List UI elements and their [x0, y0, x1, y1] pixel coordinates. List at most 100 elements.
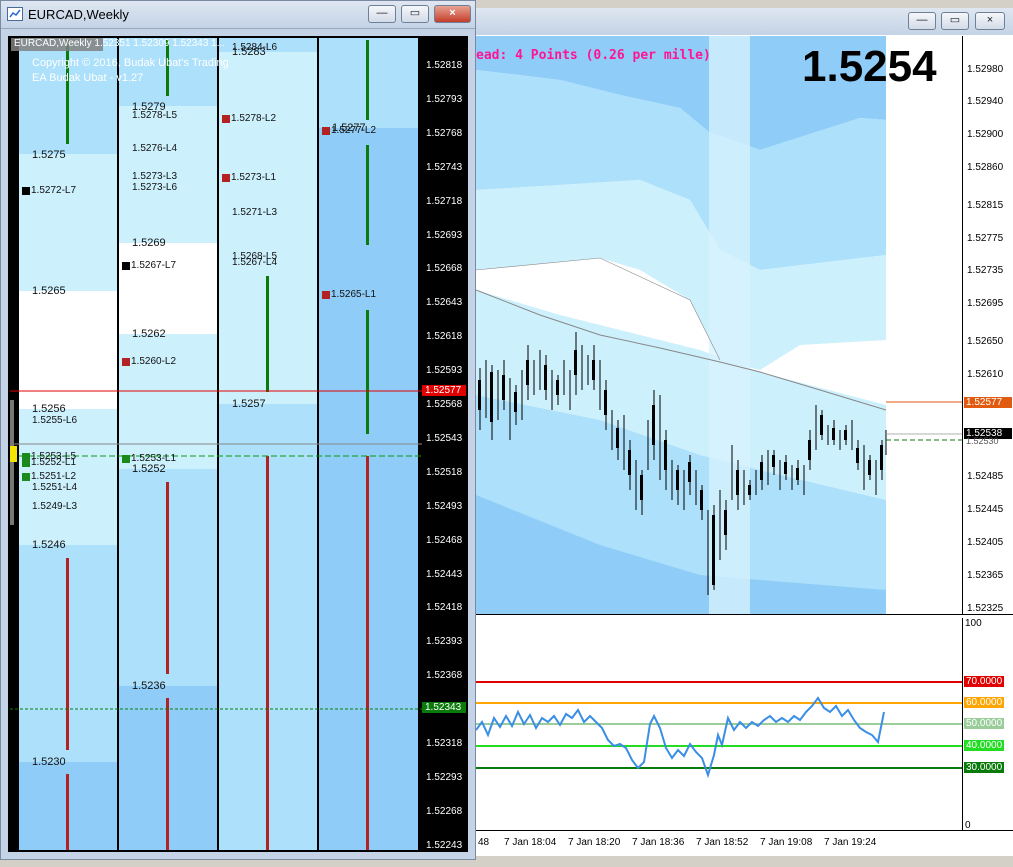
left-axis-tick-label: 1.52618	[426, 331, 463, 343]
order-level-label: 1.5253-L1	[131, 453, 177, 464]
rsi-axis-bottom: 0	[965, 820, 971, 831]
rsi-level-tag: 60.0000	[964, 697, 1004, 708]
price-level-label: 1.5256	[32, 403, 66, 415]
level-marker-square	[322, 291, 330, 299]
time-axis-label: 7 Jan 18:04	[504, 837, 557, 848]
level-marker-square	[22, 473, 30, 481]
chart-window-icon	[7, 7, 23, 21]
left-axis-tick-label: 1.52418	[426, 602, 463, 614]
status-bar	[412, 856, 1013, 867]
level-marker-square	[122, 358, 130, 366]
ea-name-text: EA Budak Ubat - v1.27	[32, 72, 144, 84]
level-marker-square	[122, 262, 130, 270]
left-axis-tick-label: 1.52468	[426, 534, 463, 546]
left-axis-tick-label: 1.52368	[426, 670, 463, 682]
left-axis-tick-label: 1.52443	[426, 568, 463, 580]
order-level-label: 1.5284-L6	[232, 42, 278, 53]
back-minimize-button[interactable]: —	[908, 12, 936, 30]
level-marker-square	[222, 174, 230, 182]
right-axis-tick-label: 1.52650	[967, 336, 1004, 347]
price-level-label: 1.5269	[132, 237, 166, 249]
right-axis-tick-label: 1.52900	[967, 129, 1004, 140]
time-axis-label: 7 Jan 19:24	[824, 837, 877, 848]
copyright-text: Copyright © 2016, Budak Ubat's Trading	[32, 57, 229, 69]
time-axis-label: 7 Jan 18:20	[568, 837, 621, 848]
main-price-chart[interactable]	[476, 36, 962, 614]
order-level-label: 1.5267-L4	[232, 257, 278, 268]
rsi-level-tag: 30.0000	[964, 762, 1004, 773]
left-axis-tick-label: 1.52318	[426, 738, 463, 749]
right-axis-tick-label: 1.52980	[967, 64, 1004, 75]
order-level-label: 1.5278-L5	[132, 110, 178, 121]
right-axis-tick-label: 1.52405	[967, 537, 1004, 548]
price-level-label: 1.5246	[32, 539, 66, 551]
left-axis-tick-label: 1.52493	[426, 500, 463, 512]
order-level-label: 1.5249-L3	[32, 501, 78, 512]
left-axis-tick-label: 1.52793	[426, 93, 463, 105]
maximize-button[interactable]: ▭	[401, 5, 429, 23]
price-level-label: 1.5257	[232, 398, 266, 410]
rsi-axis: 100 70.0000 60.0000 50.0000 40.0000 30.0000 …	[962, 618, 1013, 831]
rsi-level-tag: 40.0000	[964, 740, 1004, 751]
order-level-label: 1.5253-L5	[31, 451, 77, 462]
order-level-label: 1.5260-L2	[131, 356, 177, 367]
back-maximize-button[interactable]: ▭	[941, 12, 969, 30]
left-axis-tick-label: 1.52668	[426, 263, 463, 275]
order-level-label: 1.5277-L2	[331, 125, 377, 136]
levels-grid[interactable]	[0, 0, 470, 867]
order-level-label: 1.5251-L4	[32, 482, 78, 493]
price-level-label: 1.5236	[132, 680, 166, 692]
close-button[interactable]: ×	[434, 5, 471, 23]
order-level-label: 1.5276-L4	[132, 143, 178, 154]
axis-marker-black: 1.52538	[964, 428, 1012, 439]
time-axis-label: 7 Jan 18:36	[632, 837, 685, 848]
time-axis-label: 7 Jan 19:08	[760, 837, 813, 848]
left-price-axis: 1.52818 1.52793 1.52768 1.52743 1.52718 1.526…	[422, 38, 468, 851]
left-axis-tick-label: 1.52718	[426, 195, 463, 207]
axis-marker-orange: 1.52577	[964, 397, 1012, 408]
symbol-dropdown[interactable]	[11, 38, 103, 51]
left-axis-tick-label: 1.52693	[426, 229, 463, 241]
minimize-button[interactable]: —	[368, 5, 396, 23]
window-titlebar[interactable]: EURCAD,Weekly — ▭ ×	[1, 1, 475, 29]
right-axis-tick-label: 1.52445	[967, 504, 1004, 515]
right-axis-tick-label: 1.52815	[967, 200, 1004, 211]
left-axis-marker-red: 1.52577	[422, 385, 466, 396]
right-axis-tick-label: 1.52365	[967, 570, 1004, 581]
order-level-label: 1.5273-L3	[132, 171, 178, 182]
order-level-label: 1.5251-L2	[31, 471, 77, 482]
order-level-label: 1.5273-L6	[132, 182, 178, 193]
left-axis-tick-label: 1.52743	[426, 161, 463, 173]
order-level-label: 1.5255-L6	[32, 415, 78, 426]
left-axis-tick-label: 1.52768	[426, 127, 463, 139]
right-axis-tick-label: 1.52860	[967, 162, 1004, 173]
order-level-label: 1.5278-L2	[231, 113, 277, 124]
order-level-label: 1.5273-L1	[231, 172, 277, 183]
level-marker-square	[22, 453, 30, 461]
order-level-label: 1.5265-L1	[331, 289, 377, 300]
left-axis-tick-label: 1.52543	[426, 432, 463, 444]
left-axis-marker-green: 1.52343	[422, 702, 466, 713]
price-level-label: 1.5265	[32, 285, 66, 297]
time-axis-label: 48	[478, 837, 490, 848]
left-axis-tick-label: 1.52268	[426, 805, 463, 817]
level-marker-square	[22, 459, 30, 467]
time-axis-label: 7 Jan 18:52	[696, 837, 749, 848]
rsi-level-tag: 70.0000	[964, 676, 1004, 687]
spread-text: ead: 4 Points (0.26 per mille)	[476, 48, 711, 63]
price-level-label: 1.5277	[332, 122, 366, 134]
back-close-button[interactable]: ×	[975, 12, 1005, 30]
right-axis-tick-label: 1.52610	[967, 369, 1004, 380]
left-axis-tick-label: 1.52593	[426, 365, 463, 377]
price-level-label: 1.5283	[232, 46, 266, 58]
rsi-indicator-panel[interactable]	[476, 618, 962, 830]
chart-info-line: EURCAD,Weekly 1.52351 1.52309 1.52343 1.…	[14, 38, 226, 49]
order-level-label: 1.5252-L1	[31, 457, 77, 468]
right-axis-tick-label: 1.52695	[967, 298, 1004, 309]
price-level-label: 1.5230	[32, 756, 66, 768]
price-level-label: 1.5279	[132, 101, 166, 113]
level-marker-square	[122, 455, 130, 463]
axis-marker-hidden: 1.52530	[966, 436, 999, 446]
level-marker-square	[22, 187, 30, 195]
price-level-label: 1.5252	[132, 463, 166, 475]
